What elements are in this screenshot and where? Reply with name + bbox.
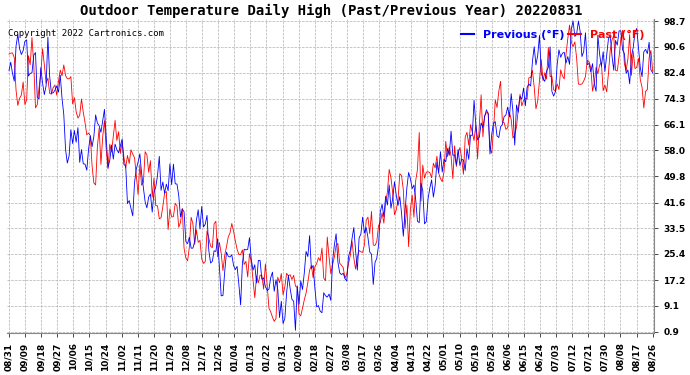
Text: Copyright 2022 Cartronics.com: Copyright 2022 Cartronics.com <box>8 29 164 38</box>
Legend: Previous (°F), Past (°F): Previous (°F), Past (°F) <box>456 25 649 44</box>
Title: Outdoor Temperature Daily High (Past/Previous Year) 20220831: Outdoor Temperature Daily High (Past/Pre… <box>79 4 582 18</box>
